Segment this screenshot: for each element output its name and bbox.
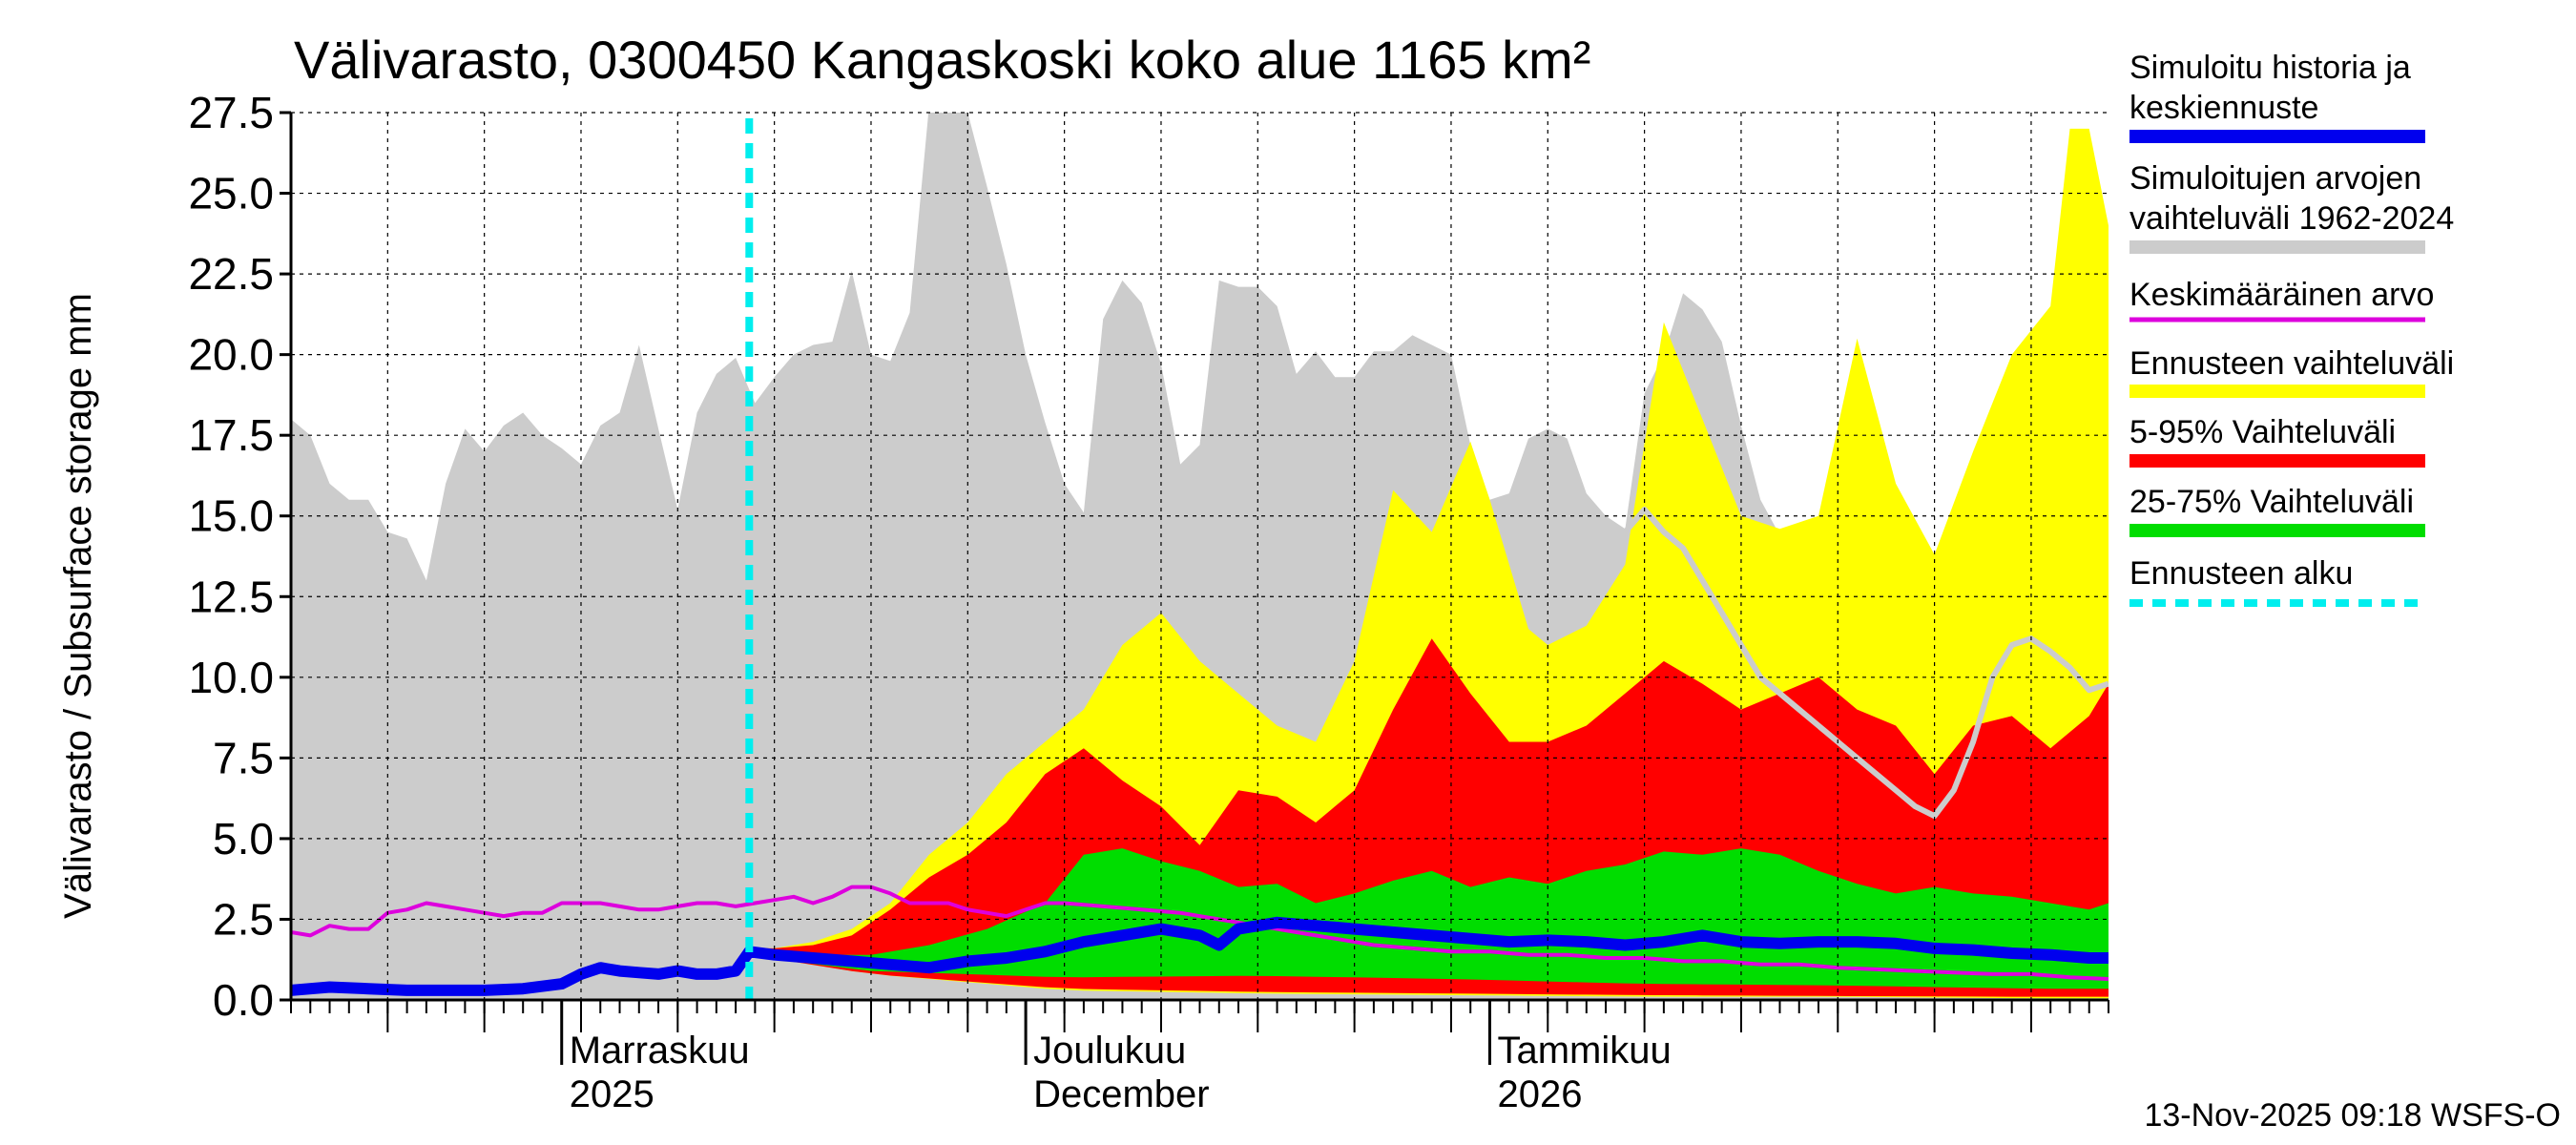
legend-label: 25-75% Vaihteluväli: [2129, 484, 2414, 520]
y-tick-label: 7.5: [213, 733, 274, 782]
simulated-history-grey-line: [1623, 507, 2109, 820]
y-tick-label: 2.5: [213, 894, 274, 944]
chart-title: Välivarasto, 0300450 Kangaskoski koko al…: [294, 30, 1590, 90]
legend-label-line2: keskiennuste: [2129, 90, 2318, 126]
legend-label: Keskimääräinen arvo: [2129, 277, 2434, 313]
legend-label: Ennusteen alku: [2129, 555, 2353, 592]
legend: Simuloitu historia ja keskiennuste Simuloi…: [2129, 50, 2454, 607]
month-sublabel: 2025: [570, 1073, 654, 1115]
y-tick-label: 12.5: [188, 572, 274, 621]
legend-label: 5-95% Vaihteluväli: [2129, 414, 2396, 450]
month-sublabel: 2026: [1497, 1073, 1582, 1115]
y-tick-label: 27.5: [188, 88, 274, 137]
footer-timestamp: 13-Nov-2025 09:18 WSFS-O: [2144, 1097, 2561, 1134]
y-tick-label: 0.0: [213, 975, 274, 1025]
y-tick-label: 20.0: [188, 330, 274, 380]
axes: 0.0 2.5 5.0 7.5 10.0 12.5 15.0 17.5 20.0 22.5 25.0…: [188, 88, 2109, 1115]
month-label: Marraskuu: [570, 1030, 750, 1072]
y-tick-label: 10.0: [188, 653, 274, 702]
y-tick-label: 17.5: [188, 410, 274, 460]
legend-label: Simuloitu historia ja: [2129, 50, 2411, 86]
y-tick-label: 25.0: [188, 169, 274, 219]
y-tick-label: 15.0: [188, 491, 274, 541]
p25-75-band: [749, 848, 2109, 989]
legend-label-line2: vaihteluväli 1962-2024: [2129, 200, 2454, 237]
legend-label: Simuloitujen arvojen: [2129, 160, 2421, 197]
month-label: Joulukuu: [1033, 1030, 1186, 1072]
grid: [291, 112, 2109, 1001]
month-label: Tammikuu: [1497, 1030, 1671, 1072]
month-sublabel: December: [1033, 1073, 1210, 1115]
legend-label: Ennusteen vaihteluväli: [2129, 345, 2454, 382]
y-axis-label: Välivarasto / Subsurface storage mm: [57, 293, 99, 919]
mean-forecast-line: [291, 916, 2109, 996]
y-tick-label: 22.5: [188, 249, 274, 299]
y-tick-label: 5.0: [213, 814, 274, 864]
plot-area: [291, 113, 2109, 1000]
mean-value-line: [291, 885, 2109, 981]
